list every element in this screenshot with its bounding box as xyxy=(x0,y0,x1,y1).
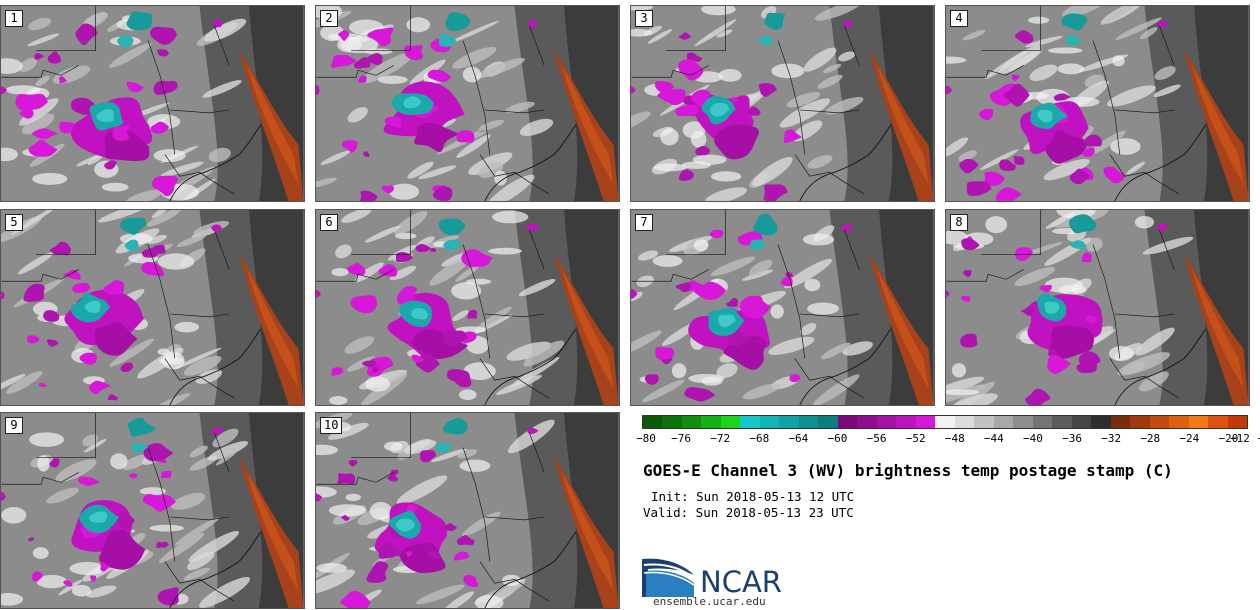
colorbar-cell xyxy=(1091,416,1111,428)
colorbar-cell xyxy=(915,416,936,428)
colorbar xyxy=(642,415,1248,429)
valid-time: Valid: Sun 2018-05-13 23 UTC xyxy=(643,505,854,520)
colorbar-cell xyxy=(1110,416,1131,428)
colorbar-tick-label: −48 xyxy=(944,432,965,445)
colorbar-cell xyxy=(1227,416,1248,428)
stamp-panel-4: 4 xyxy=(945,5,1250,202)
colorbar-tick-label: −80 xyxy=(636,432,656,445)
colorbar-tick-label: −28 xyxy=(1140,432,1161,445)
colorbar-cell xyxy=(681,416,702,428)
colorbar-cell xyxy=(701,416,721,428)
stamp-panel-7: 7 xyxy=(630,209,935,406)
colorbar-cell xyxy=(740,416,760,428)
stamp-panel-9: 9 xyxy=(0,412,305,609)
colorbar-cell xyxy=(643,416,663,428)
stamp-panel-1: 1 xyxy=(0,5,305,202)
colorbar-tick-label: −52 xyxy=(905,432,926,445)
stamp-panel-6: 6 xyxy=(315,209,620,406)
panel-number-3: 3 xyxy=(635,10,653,27)
stamp-panel-5: 5 xyxy=(0,209,305,406)
stamp-panel-8: 8 xyxy=(945,209,1250,406)
colorbar-tick-label: −20 xyxy=(1218,432,1239,445)
panel-number-6: 6 xyxy=(320,214,338,231)
colorbar-cell xyxy=(779,416,799,428)
panel-number-4: 4 xyxy=(950,10,968,27)
colorbar-cell xyxy=(1149,416,1170,428)
logo-text: NCAR xyxy=(700,565,782,599)
colorbar-cell xyxy=(1013,416,1033,428)
colorbar-cell xyxy=(837,416,858,428)
colorbar-cell xyxy=(954,416,975,428)
colorbar-cell xyxy=(1188,416,1209,428)
colorbar-tick-label: −16 xyxy=(1258,432,1260,445)
colorbar-tick-label: −40 xyxy=(1023,432,1043,445)
logo-url[interactable]: ensemble.ucar.edu xyxy=(653,595,766,608)
colorbar-cell xyxy=(1052,416,1072,428)
colorbar-labels: −80 −76 −72 −68 −64 −60 −56 −52 −48 −44 −40 −36 −32 −… xyxy=(636,432,1260,448)
stamp-panel-2: 2 xyxy=(315,5,620,202)
panel-number-8: 8 xyxy=(950,214,968,231)
panel-number-5: 5 xyxy=(5,214,23,231)
wv-map-10 xyxy=(316,413,619,608)
figure-title: GOES-E Channel 3 (WV) brightness temp po… xyxy=(643,461,1173,480)
wv-map-4 xyxy=(946,6,1249,201)
colorbar-tick-label: −36 xyxy=(1062,432,1082,445)
wv-map-2 xyxy=(316,6,619,201)
colorbar-cell xyxy=(662,416,682,428)
colorbar-cell xyxy=(876,416,897,428)
stamp-panel-3: 3 xyxy=(630,5,935,202)
init-time: Init: Sun 2018-05-13 12 UTC xyxy=(651,489,855,504)
panel-number-2: 2 xyxy=(320,10,338,27)
panel-number-10: 10 xyxy=(320,417,343,434)
colorbar-tick-label: −32 xyxy=(1101,432,1122,445)
colorbar-cell xyxy=(720,416,741,428)
colorbar-tick-label: −68 xyxy=(749,432,770,445)
colorbar-tick-label: −44 xyxy=(983,432,1004,445)
ncar-logo-icon xyxy=(642,558,695,597)
wv-map-9 xyxy=(1,413,304,608)
colorbar-tick-label: −72 xyxy=(710,432,731,445)
colorbar-cell xyxy=(1169,416,1189,428)
colorbar-tick-label: −64 xyxy=(788,432,809,445)
colorbar-cell xyxy=(798,416,819,428)
colorbar-tick-label: −12 xyxy=(1230,432,1250,445)
panel-number-9: 9 xyxy=(5,417,23,434)
wv-map-7 xyxy=(631,210,934,405)
colorbar-cell xyxy=(857,416,877,428)
colorbar-cell xyxy=(759,416,780,428)
colorbar-tick-label: −24 xyxy=(1179,432,1200,445)
wv-map-8 xyxy=(946,210,1249,405)
colorbar-tick-label: −60 xyxy=(827,432,848,445)
wv-map-5 xyxy=(1,210,304,405)
colorbar-cell xyxy=(818,416,838,428)
wv-map-6 xyxy=(316,210,619,405)
stamp-panel-10: 10 xyxy=(315,412,620,609)
colorbar-tick-label: −56 xyxy=(866,432,887,445)
colorbar-cell xyxy=(1130,416,1150,428)
colorbar-cell xyxy=(935,416,955,428)
colorbar-cell xyxy=(993,416,1014,428)
colorbar-cell xyxy=(1032,416,1053,428)
panel-number-1: 1 xyxy=(5,10,23,27)
colorbar-cell xyxy=(974,416,994,428)
panel-number-7: 7 xyxy=(635,214,653,231)
wv-map-3 xyxy=(631,6,934,201)
wv-map-1 xyxy=(1,6,304,201)
colorbar-cell xyxy=(1071,416,1092,428)
colorbar-tick-label: −76 xyxy=(671,432,692,445)
colorbar-cell xyxy=(896,416,916,428)
colorbar-cell xyxy=(1208,416,1228,428)
